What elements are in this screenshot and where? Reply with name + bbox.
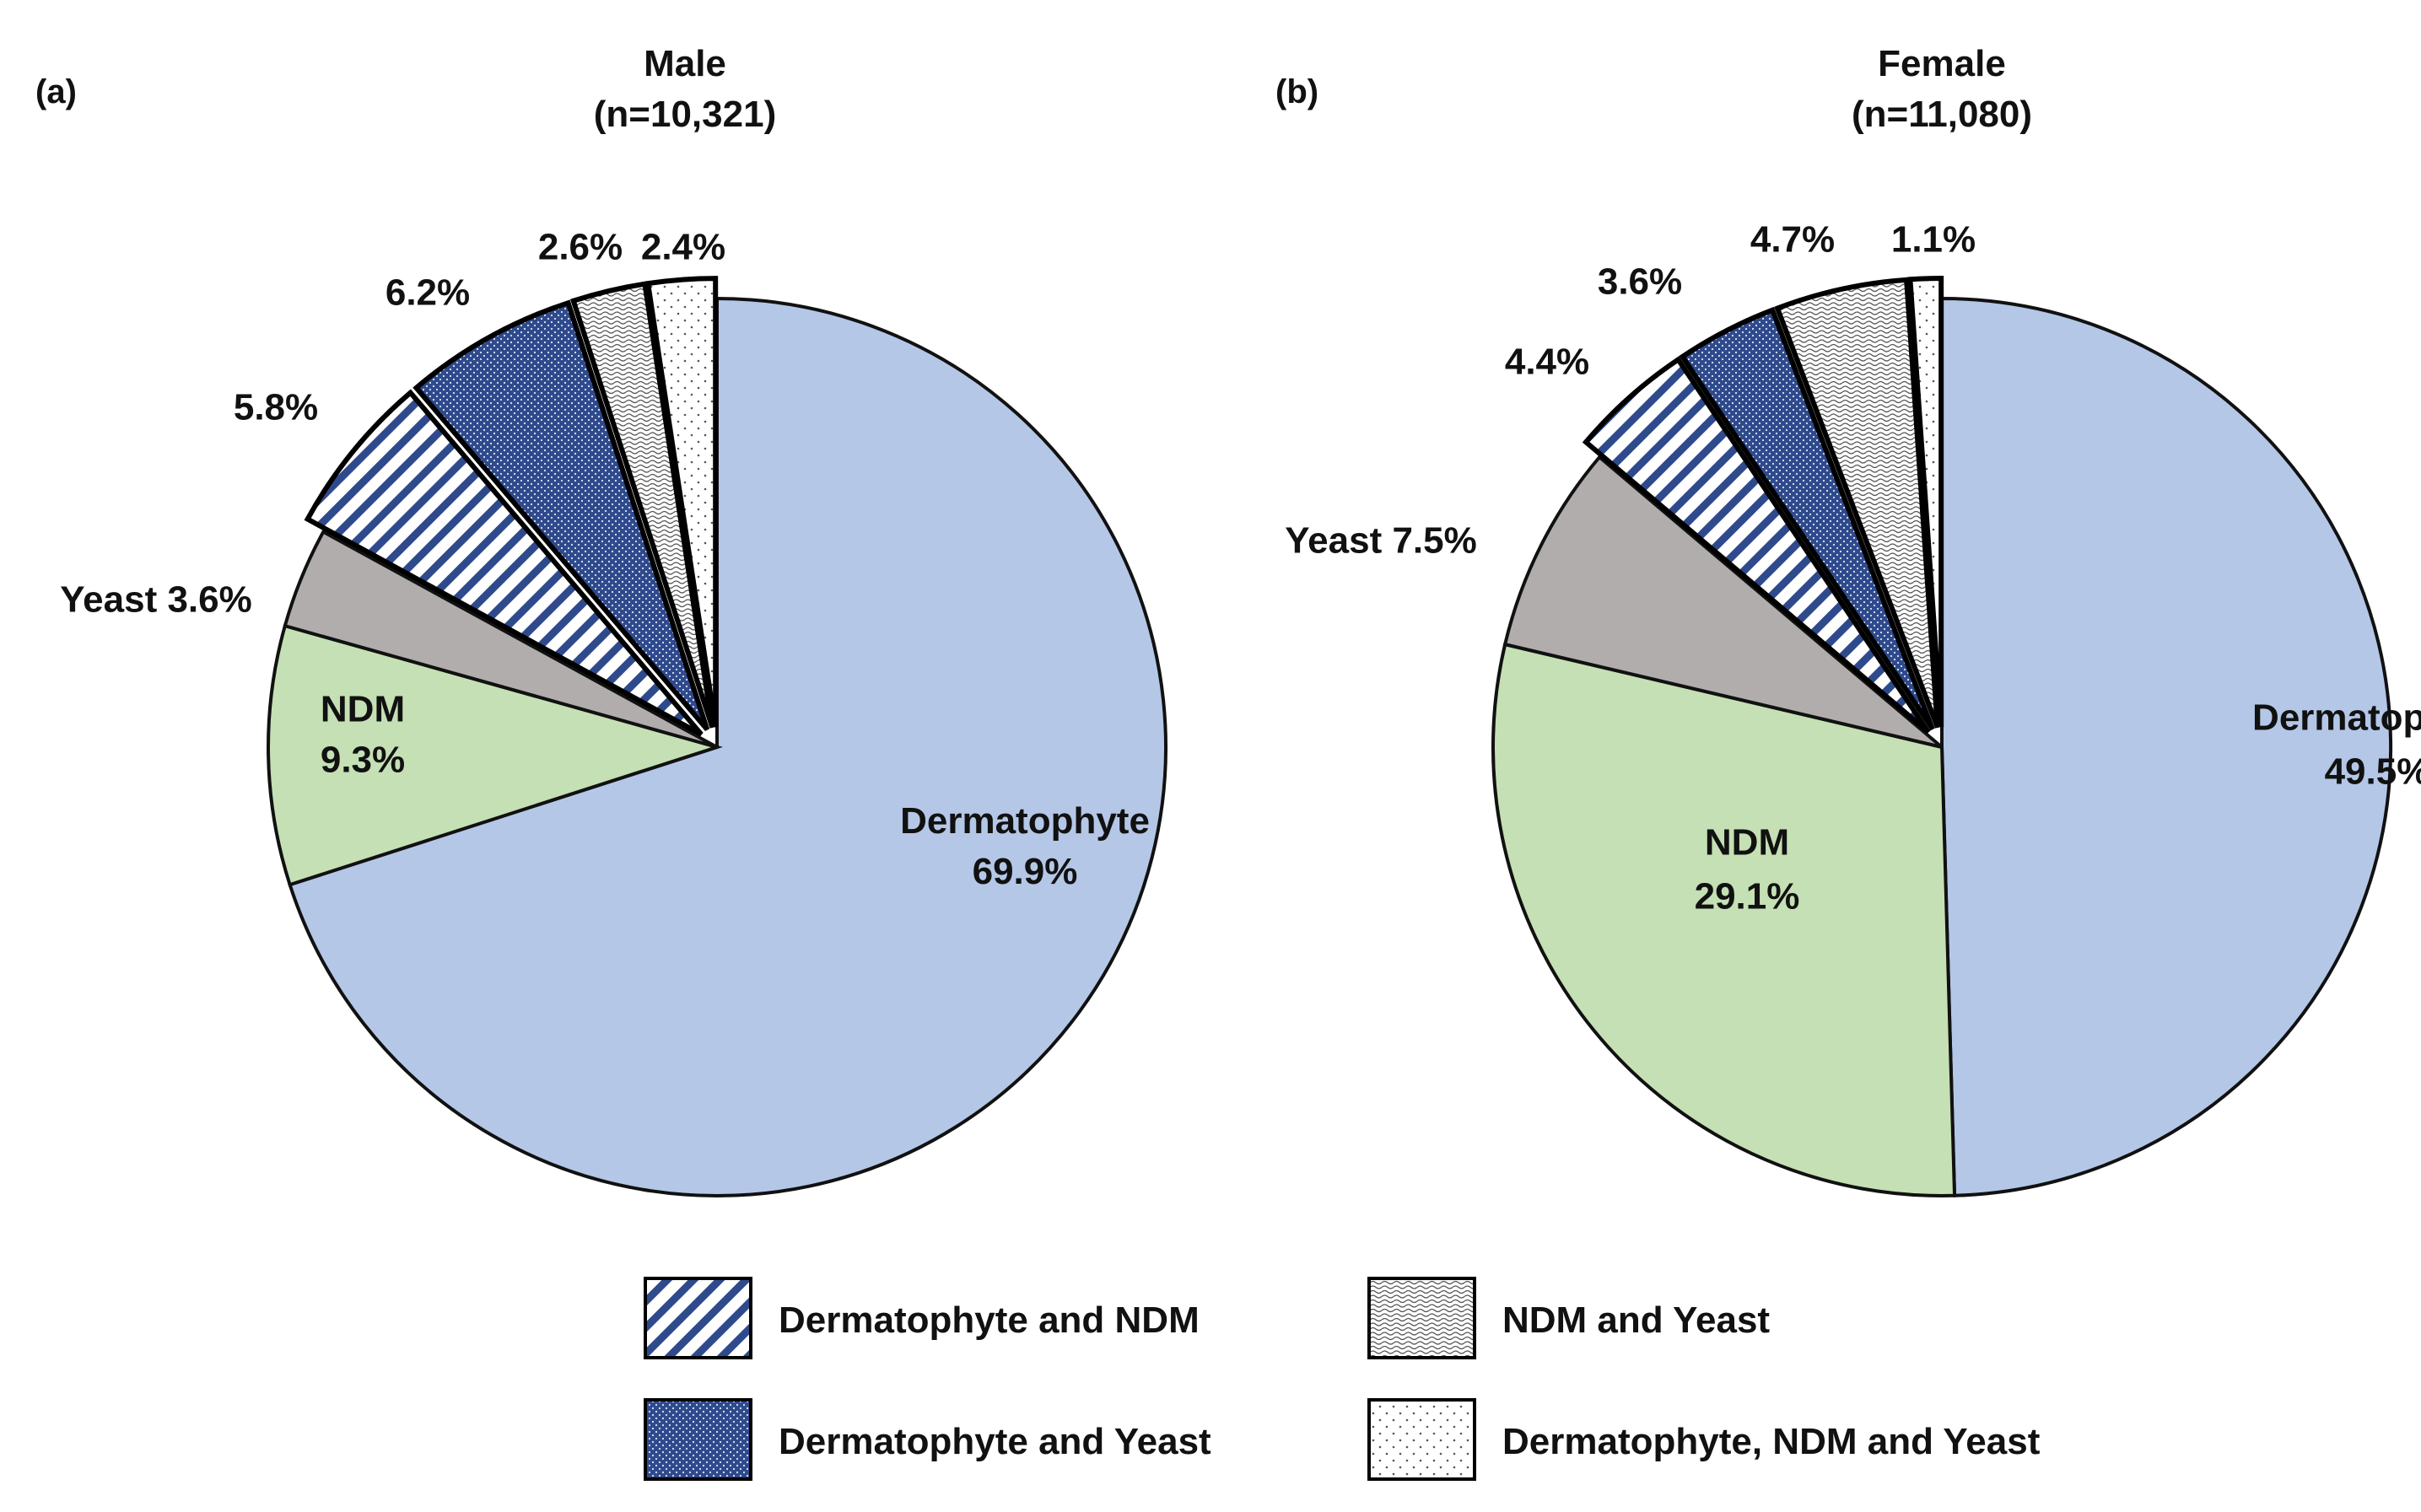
slice-label-line: 49.5%	[2325, 751, 2421, 793]
pie-slice-yeast	[1502, 455, 1944, 749]
slice-label-line: Yeast 7.5%	[1285, 519, 1477, 561]
slice-label-dermatophyte: Dermatophyte 69.9%	[900, 800, 1150, 892]
legend-swatch	[644, 1398, 752, 1481]
chart-subtitle: (n=10,321)	[594, 94, 776, 135]
slice-label-line: 4.7%	[1750, 218, 1835, 260]
slice-label-derm-ndm: 4.4%	[1505, 341, 1589, 382]
slice-label-line: 2.6%	[538, 226, 623, 267]
legend-item-dermatophyte-and-ndm: Dermatophyte and NDM	[644, 1277, 1200, 1359]
pie-slice-derm-yeast	[1679, 306, 1935, 731]
pie-slice-all-three	[1907, 276, 1944, 728]
pie-slices	[267, 276, 1167, 1197]
slice-label-yeast: Yeast 3.6%	[60, 578, 252, 620]
panel-male: (a) Male (n=10,321) Dermatophyte 69.9% NDM…	[35, 43, 1167, 1197]
legend-label: Dermatophyte, NDM and Yeast	[1502, 1421, 2041, 1462]
pie-slices	[1491, 276, 2393, 1197]
slice-label-line: NDM	[321, 688, 405, 729]
legend-item-ndm-and-yeast: NDM and Yeast	[1367, 1277, 1770, 1359]
chart-title: Male	[644, 43, 726, 84]
legend-item-dermatophyte-ndm-and-yeast: Dermatophyte, NDM and Yeast	[1367, 1398, 2041, 1481]
slice-label-ndm-yeast: 2.6%	[538, 226, 623, 267]
slice-label-line: 3.6%	[1598, 261, 1682, 302]
pie-slice-ndm-yeast	[569, 281, 715, 729]
slice-label-line: Dermatophyte	[2252, 697, 2421, 739]
legend: Dermatophyte and NDM NDM and Yeast Derma…	[644, 1277, 2041, 1481]
pie-slice-derm-ndm	[1582, 356, 1931, 734]
slice-label-line: 5.8%	[234, 386, 318, 428]
slice-label-derm-ndm: 5.8%	[234, 386, 318, 428]
slice-label-line: 2.4%	[641, 226, 725, 267]
slice-label-ndm: NDM 9.3%	[321, 688, 405, 780]
slice-label-line: NDM	[1705, 821, 1789, 863]
chart-title: Female	[1878, 43, 2006, 84]
pie-slice-derm-yeast	[412, 299, 710, 731]
slice-label-yeast: Yeast 7.5%	[1285, 519, 1477, 561]
slice-label-line: 9.3%	[321, 739, 405, 780]
slice-label-all-three: 2.4%	[641, 226, 725, 267]
slice-label-line: 29.1%	[1695, 875, 1800, 917]
pie-slice-ndm	[267, 623, 723, 887]
pie-slice-all-three	[644, 276, 719, 728]
slice-label-line: 4.4%	[1505, 341, 1589, 382]
pie-slice-derm-ndm	[304, 389, 704, 737]
legend-swatch	[1367, 1398, 1476, 1481]
slice-label-derm-yeast: 6.2%	[386, 272, 470, 313]
legend-item-dermatophyte-and-yeast: Dermatophyte and Yeast	[644, 1398, 1211, 1481]
slice-label-derm-yeast: 3.6%	[1598, 261, 1682, 302]
slice-label-line: Dermatophyte	[900, 800, 1150, 842]
legend-label: Dermatophyte and Yeast	[779, 1421, 1211, 1462]
pie-slice-yeast	[283, 529, 718, 749]
slice-labels: Dermatophyte 69.9% NDM 9.3% Yeast 3.6% 5.8% 6.…	[60, 226, 1150, 892]
slice-label-dermatophyte: Dermatophyte 49.5%	[2252, 697, 2421, 793]
slice-label-line: Yeast 3.6%	[60, 578, 252, 620]
chart-subtitle: (n=11,080)	[1852, 94, 2032, 135]
panel-label: (a)	[35, 73, 77, 110]
slice-label-line: 1.1%	[1891, 218, 1976, 260]
legend-label: Dermatophyte and NDM	[779, 1299, 1200, 1341]
slice-label-ndm-yeast: 4.7%	[1750, 218, 1835, 260]
panel-label: (b)	[1275, 73, 1318, 110]
slice-label-all-three: 1.1%	[1891, 218, 1976, 260]
pie-slice-ndm	[1491, 642, 1957, 1197]
legend-swatch	[644, 1277, 752, 1359]
panel-female: (b) Female (n=11,080) Dermatophyte 49.5% N…	[1275, 43, 2421, 1197]
pie-slice-dermatophyte	[1940, 296, 2393, 1197]
slice-label-line: 6.2%	[386, 272, 470, 313]
legend-swatch	[1367, 1277, 1476, 1359]
slice-label-ndm: NDM 29.1%	[1695, 821, 1800, 917]
slice-label-line: 69.9%	[973, 851, 1078, 892]
pie-slice-dermatophyte	[288, 296, 1167, 1197]
pie-slice-ndm-yeast	[1774, 277, 1940, 729]
legend-label: NDM and Yeast	[1502, 1299, 1770, 1341]
slice-labels: Dermatophyte 49.5% NDM 29.1% Yeast 7.5% 4.4%3…	[1285, 218, 2421, 917]
